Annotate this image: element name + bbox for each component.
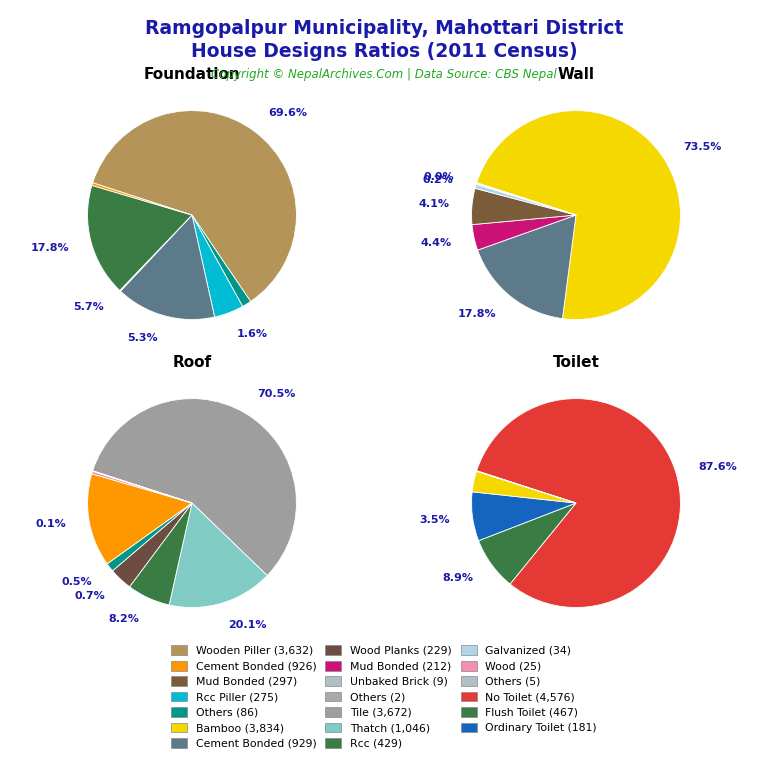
Text: 17.8%: 17.8% [30, 243, 69, 253]
Wedge shape [477, 111, 680, 319]
Text: Copyright © NepalArchives.Com | Data Source: CBS Nepal: Copyright © NepalArchives.Com | Data Sou… [211, 68, 557, 81]
Wedge shape [121, 215, 214, 319]
Wedge shape [92, 471, 192, 503]
Wedge shape [476, 471, 576, 503]
Wedge shape [113, 503, 192, 587]
Wedge shape [88, 185, 192, 290]
Wedge shape [478, 503, 576, 584]
Wedge shape [169, 503, 267, 607]
Wedge shape [92, 183, 192, 215]
Text: 8.9%: 8.9% [442, 573, 473, 583]
Wedge shape [93, 111, 296, 302]
Text: House Designs Ratios (2011 Census): House Designs Ratios (2011 Census) [190, 42, 578, 61]
Text: 70.5%: 70.5% [257, 389, 296, 399]
Wedge shape [120, 215, 192, 291]
Text: Ramgopalpur Municipality, Mahottari District: Ramgopalpur Municipality, Mahottari Dist… [145, 19, 623, 38]
Text: 0.7%: 0.7% [74, 591, 105, 601]
Text: 69.6%: 69.6% [269, 108, 307, 118]
Wedge shape [472, 492, 576, 541]
Wedge shape [107, 503, 192, 571]
Text: 0.1%: 0.1% [35, 519, 66, 529]
Wedge shape [478, 215, 576, 319]
Legend: Wooden Piller (3,632), Cement Bonded (926), Mud Bonded (297), Rcc Piller (275), : Wooden Piller (3,632), Cement Bonded (92… [167, 642, 601, 752]
Text: 5.3%: 5.3% [127, 333, 158, 343]
Title: Toilet: Toilet [552, 355, 600, 370]
Wedge shape [476, 184, 576, 215]
Title: Roof: Roof [173, 355, 211, 370]
Wedge shape [472, 188, 576, 225]
Text: 17.8%: 17.8% [457, 310, 496, 319]
Wedge shape [192, 215, 250, 306]
Text: 4.1%: 4.1% [418, 200, 449, 210]
Text: 87.6%: 87.6% [698, 462, 737, 472]
Text: 20.1%: 20.1% [229, 620, 267, 630]
Text: 0.5%: 0.5% [61, 577, 91, 587]
Title: Foundation: Foundation [144, 67, 240, 82]
Wedge shape [93, 399, 296, 575]
Text: 4.4%: 4.4% [420, 237, 452, 247]
Text: 1.6%: 1.6% [237, 329, 268, 339]
Text: 3.5%: 3.5% [419, 515, 449, 525]
Text: 5.7%: 5.7% [74, 303, 104, 313]
Title: Wall: Wall [558, 67, 594, 82]
Wedge shape [130, 503, 192, 605]
Wedge shape [91, 472, 192, 503]
Wedge shape [472, 215, 576, 250]
Text: 73.5%: 73.5% [684, 142, 722, 152]
Text: 0.2%: 0.2% [422, 175, 453, 185]
Wedge shape [472, 472, 576, 503]
Wedge shape [476, 183, 576, 215]
Wedge shape [475, 184, 576, 215]
Wedge shape [192, 215, 243, 317]
Wedge shape [88, 474, 192, 564]
Text: 0.0%: 0.0% [424, 172, 455, 182]
Text: 8.2%: 8.2% [108, 614, 139, 624]
Wedge shape [477, 399, 680, 607]
